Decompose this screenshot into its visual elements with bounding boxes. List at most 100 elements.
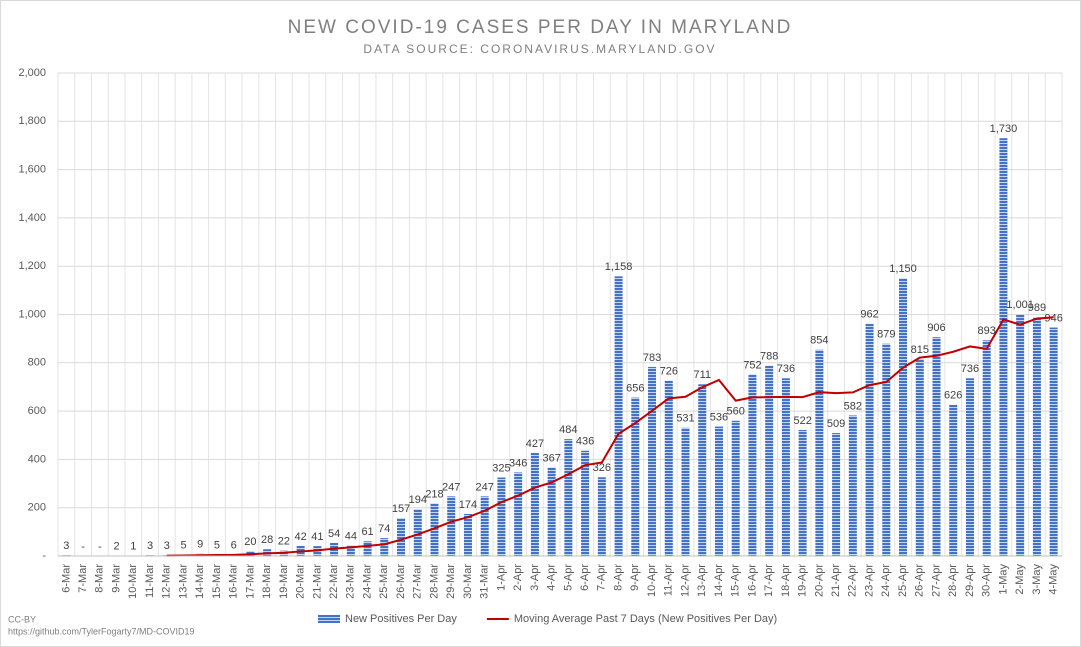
data-label: 61 [361,526,373,538]
bar [547,467,556,556]
data-label: 44 [345,530,357,542]
bar [631,397,640,556]
data-label: 2 [114,540,120,552]
data-label: 326 [593,462,611,474]
bar [463,513,472,556]
legend-label: Moving Average Past 7 Days (New Positive… [514,613,777,625]
x-tick-label: 6-Mar [60,564,72,593]
bar [664,380,673,556]
x-tick-label: 2-Apr [512,564,524,591]
data-label: 736 [777,363,795,375]
y-tick-label: 1,000 [18,308,46,320]
data-label: 41 [311,531,323,543]
x-tick-label: 20-Apr [813,564,825,597]
x-tick-label: 23-Mar [345,564,357,599]
x-tick-label: 13-Apr [696,564,708,597]
x-tick-label: 10-Apr [646,564,658,597]
data-label: 783 [643,352,661,364]
x-tick-label: 5-Apr [562,564,574,591]
bar [882,343,891,556]
bar [949,404,958,556]
bar [1032,317,1041,556]
x-tick-label: 14-Mar [194,564,206,599]
x-tick-label: 11-Apr [663,564,675,597]
data-label: 711 [693,369,711,381]
x-tick-label: 18-Mar [261,564,273,599]
x-tick-label: 21-Apr [830,564,842,597]
x-tick-label: 31-Mar [479,564,491,599]
data-label: 582 [844,400,862,412]
x-tick-label: 19-Apr [797,564,809,597]
x-tick-label: 27-Apr [930,564,942,597]
data-label: 906 [927,322,945,334]
bar [380,538,389,556]
x-tick-label: 8-Apr [612,564,624,591]
bar [1049,327,1058,556]
x-tick-label: 11-Mar [144,564,156,598]
bar [581,450,590,556]
x-tick-label: 7-Mar [77,564,89,593]
bar [982,340,991,556]
bar [815,349,824,556]
footnote: CC-BY [8,614,36,624]
data-label: 989 [1028,302,1046,314]
x-tick-label: 26-Apr [914,564,926,597]
y-tick-label: 800 [28,357,46,369]
data-label: 484 [559,424,577,436]
bar [731,420,740,556]
x-tick-label: 12-Apr [679,564,691,597]
data-label: 1,150 [889,263,917,275]
x-tick-label: 4-Apr [546,564,558,591]
bar [915,359,924,556]
x-tick-label: 3-May [1031,564,1043,595]
data-label: 893 [978,325,996,337]
y-tick-label: - [42,550,46,562]
x-tick-label: 29-Apr [964,564,976,597]
x-tick-label: 27-Mar [412,564,424,599]
x-tick-label: 4-May [1048,564,1060,595]
y-tick-label: 2,000 [18,67,46,79]
bar [480,496,489,556]
data-label: 367 [542,452,560,464]
x-tick-label: 29-Mar [445,564,457,599]
data-label: 194 [409,494,427,506]
data-label: 427 [526,438,544,450]
bar [765,365,774,556]
data-label: 74 [378,523,390,535]
x-tick-label: 26-Mar [395,564,407,599]
bar [564,439,573,556]
x-tick-label: 20-Mar [295,564,307,599]
x-tick-label: 25-Mar [378,564,390,599]
x-tick-label: 23-Apr [863,564,875,597]
data-label: 946 [1044,312,1062,324]
data-label: 962 [860,309,878,321]
bar [397,518,406,556]
bar [614,276,623,556]
bar [514,472,523,556]
data-label: 174 [459,499,477,511]
data-label: 815 [911,344,929,356]
bar [999,138,1008,556]
bar [413,509,422,556]
data-label: 736 [961,363,979,375]
bar [430,503,439,556]
bar [899,278,908,556]
line [166,316,1054,557]
x-tick-label: 2-May [1014,564,1026,595]
data-label: 3 [63,540,69,552]
legend-label: New Positives Per Day [345,613,457,625]
x-tick-label: 17-Apr [763,564,775,597]
data-label: 752 [743,359,761,371]
data-label: 626 [944,390,962,402]
x-tick-label: 28-Apr [947,564,959,597]
data-label: 5 [180,540,186,552]
x-tick-label: 13-Mar [177,564,189,599]
x-tick-label: 12-Mar [161,564,173,599]
x-tick-label: 16-Apr [746,564,758,597]
data-label: 218 [425,488,443,500]
data-label: 346 [509,457,527,469]
data-label: 879 [877,329,895,341]
data-label: - [98,541,102,553]
bar [781,378,790,556]
data-label: 854 [810,335,828,347]
